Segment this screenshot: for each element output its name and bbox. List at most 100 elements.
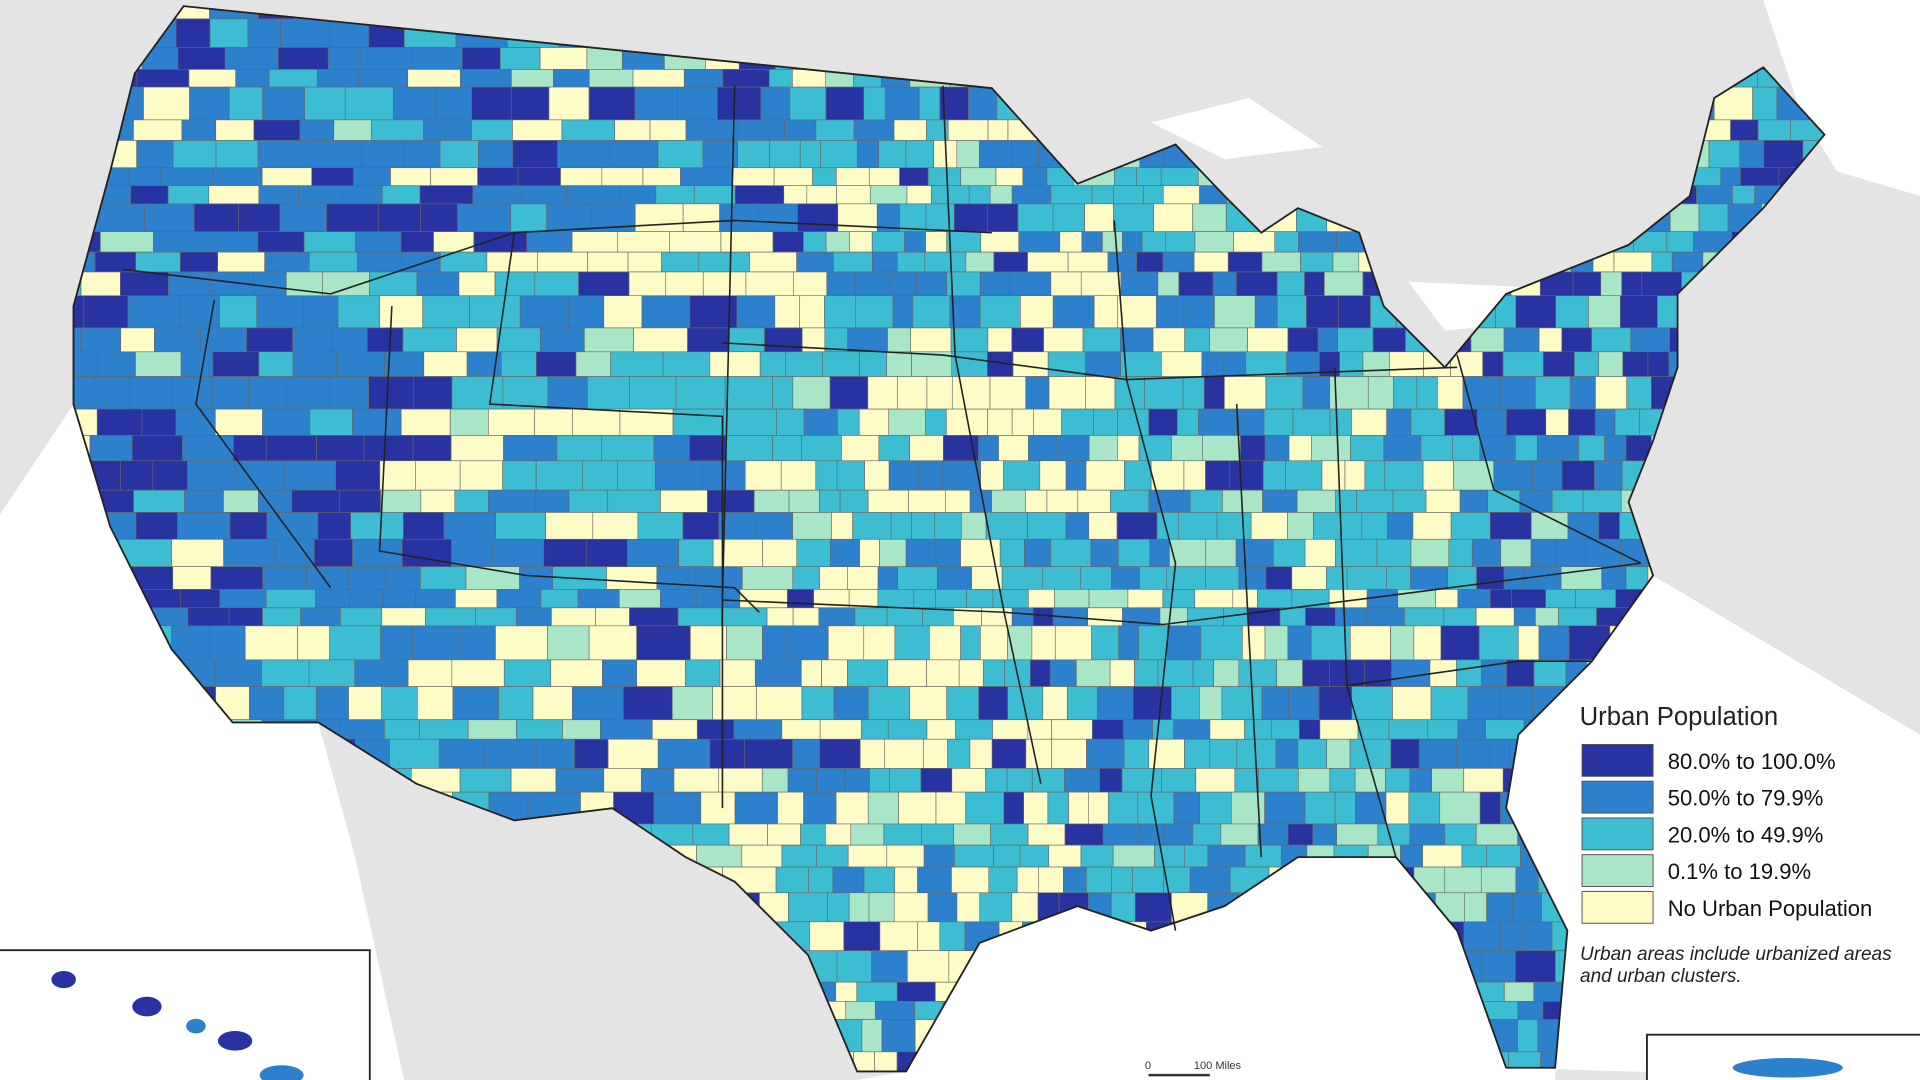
county-tile	[537, 251, 588, 273]
county-tile	[160, 167, 214, 187]
county-tile	[774, 295, 801, 329]
county-tile	[248, 376, 286, 410]
county-tile	[1111, 866, 1133, 894]
county-tile	[1154, 844, 1185, 868]
county-tile	[660, 489, 708, 513]
county-tile	[303, 231, 356, 253]
county-tile	[725, 435, 773, 462]
county-tile	[1059, 231, 1083, 253]
county-tile	[457, 203, 512, 232]
county-tile	[868, 167, 900, 187]
county-tile	[945, 489, 971, 513]
county-tile	[1376, 538, 1412, 568]
county-tile	[909, 435, 944, 462]
county-tile	[1052, 295, 1095, 329]
county-tile	[1123, 738, 1150, 769]
county-tile	[175, 18, 211, 48]
county-tile	[189, 86, 230, 121]
county-tile	[367, 327, 404, 353]
county-tile	[133, 489, 185, 513]
county-tile	[969, 738, 993, 769]
county-tile	[852, 512, 892, 540]
county-tile	[892, 295, 914, 329]
county-tile	[690, 625, 727, 661]
county-tile	[924, 251, 967, 273]
county-tile	[700, 791, 736, 825]
county-tile	[724, 376, 773, 410]
county-tile	[502, 460, 537, 491]
county-tile	[1264, 435, 1290, 462]
county-tile	[1265, 566, 1293, 590]
county-tile	[1614, 408, 1641, 436]
county-tile	[1183, 295, 1215, 329]
county-tile	[278, 47, 329, 70]
county-tile	[381, 185, 421, 205]
county-tile	[756, 512, 793, 540]
county-tile	[979, 892, 1012, 923]
county-tile	[400, 408, 451, 436]
county-tile	[657, 738, 711, 769]
county-tile	[905, 140, 934, 169]
county-tile	[627, 538, 679, 568]
county-tile	[935, 538, 961, 568]
county-tile	[477, 167, 519, 187]
county-tile	[869, 768, 890, 793]
county-tile	[519, 566, 554, 590]
county-tile	[1092, 719, 1124, 740]
county-tile	[1518, 625, 1540, 661]
county-tile	[291, 489, 340, 513]
county-tile	[991, 489, 1026, 513]
county-tile	[284, 460, 337, 491]
county-tile	[1298, 768, 1331, 793]
county-tile	[234, 460, 286, 491]
county-tile	[767, 823, 801, 846]
county-tile	[799, 295, 825, 329]
state-line	[942, 85, 1042, 784]
state-line	[1235, 404, 1263, 858]
county-tile	[262, 86, 305, 121]
county-tile	[577, 589, 620, 609]
county-tile	[471, 119, 513, 141]
ocean	[857, 575, 1920, 1080]
county-tile	[689, 435, 726, 462]
county-tile	[1482, 351, 1504, 377]
county-tile	[262, 408, 311, 436]
county-tile	[1194, 231, 1234, 253]
county-tile	[1493, 460, 1533, 491]
county-tile	[1171, 686, 1200, 720]
county-tile	[1167, 625, 1202, 661]
county-tile	[1209, 327, 1248, 353]
county-tile	[1061, 408, 1094, 436]
county-tile	[760, 86, 791, 121]
county-tile	[844, 768, 870, 793]
county-tile	[1489, 512, 1532, 540]
county-tile	[803, 408, 838, 436]
county-tile	[532, 686, 573, 720]
county-tile	[353, 167, 391, 187]
legend: 80.0% to 100.0% 50.0% to 79.9% 20.0% to 49…	[1581, 744, 1872, 924]
county-tile	[363, 435, 414, 462]
county-tile	[1389, 351, 1424, 377]
county-tile	[359, 47, 412, 70]
county-tile	[909, 686, 948, 720]
county-tile	[486, 251, 538, 273]
county-tile	[819, 738, 861, 769]
county-tile	[1444, 823, 1477, 846]
county-tile	[1287, 327, 1319, 353]
county-tile	[420, 489, 456, 513]
county-tile	[262, 607, 301, 627]
county-tile	[824, 295, 856, 329]
county-tile	[792, 69, 827, 88]
county-tile	[826, 271, 856, 297]
county-tile	[381, 686, 418, 720]
county-tile	[1651, 251, 1673, 273]
county-tile	[878, 140, 907, 169]
county-tile	[1752, 86, 1778, 121]
county-tile	[1003, 791, 1025, 825]
county-tile	[1199, 791, 1232, 825]
county-tile	[515, 607, 552, 627]
county-tile	[745, 271, 794, 297]
county-tile	[850, 823, 885, 846]
county-tile	[897, 251, 926, 273]
county-tile	[953, 203, 988, 232]
